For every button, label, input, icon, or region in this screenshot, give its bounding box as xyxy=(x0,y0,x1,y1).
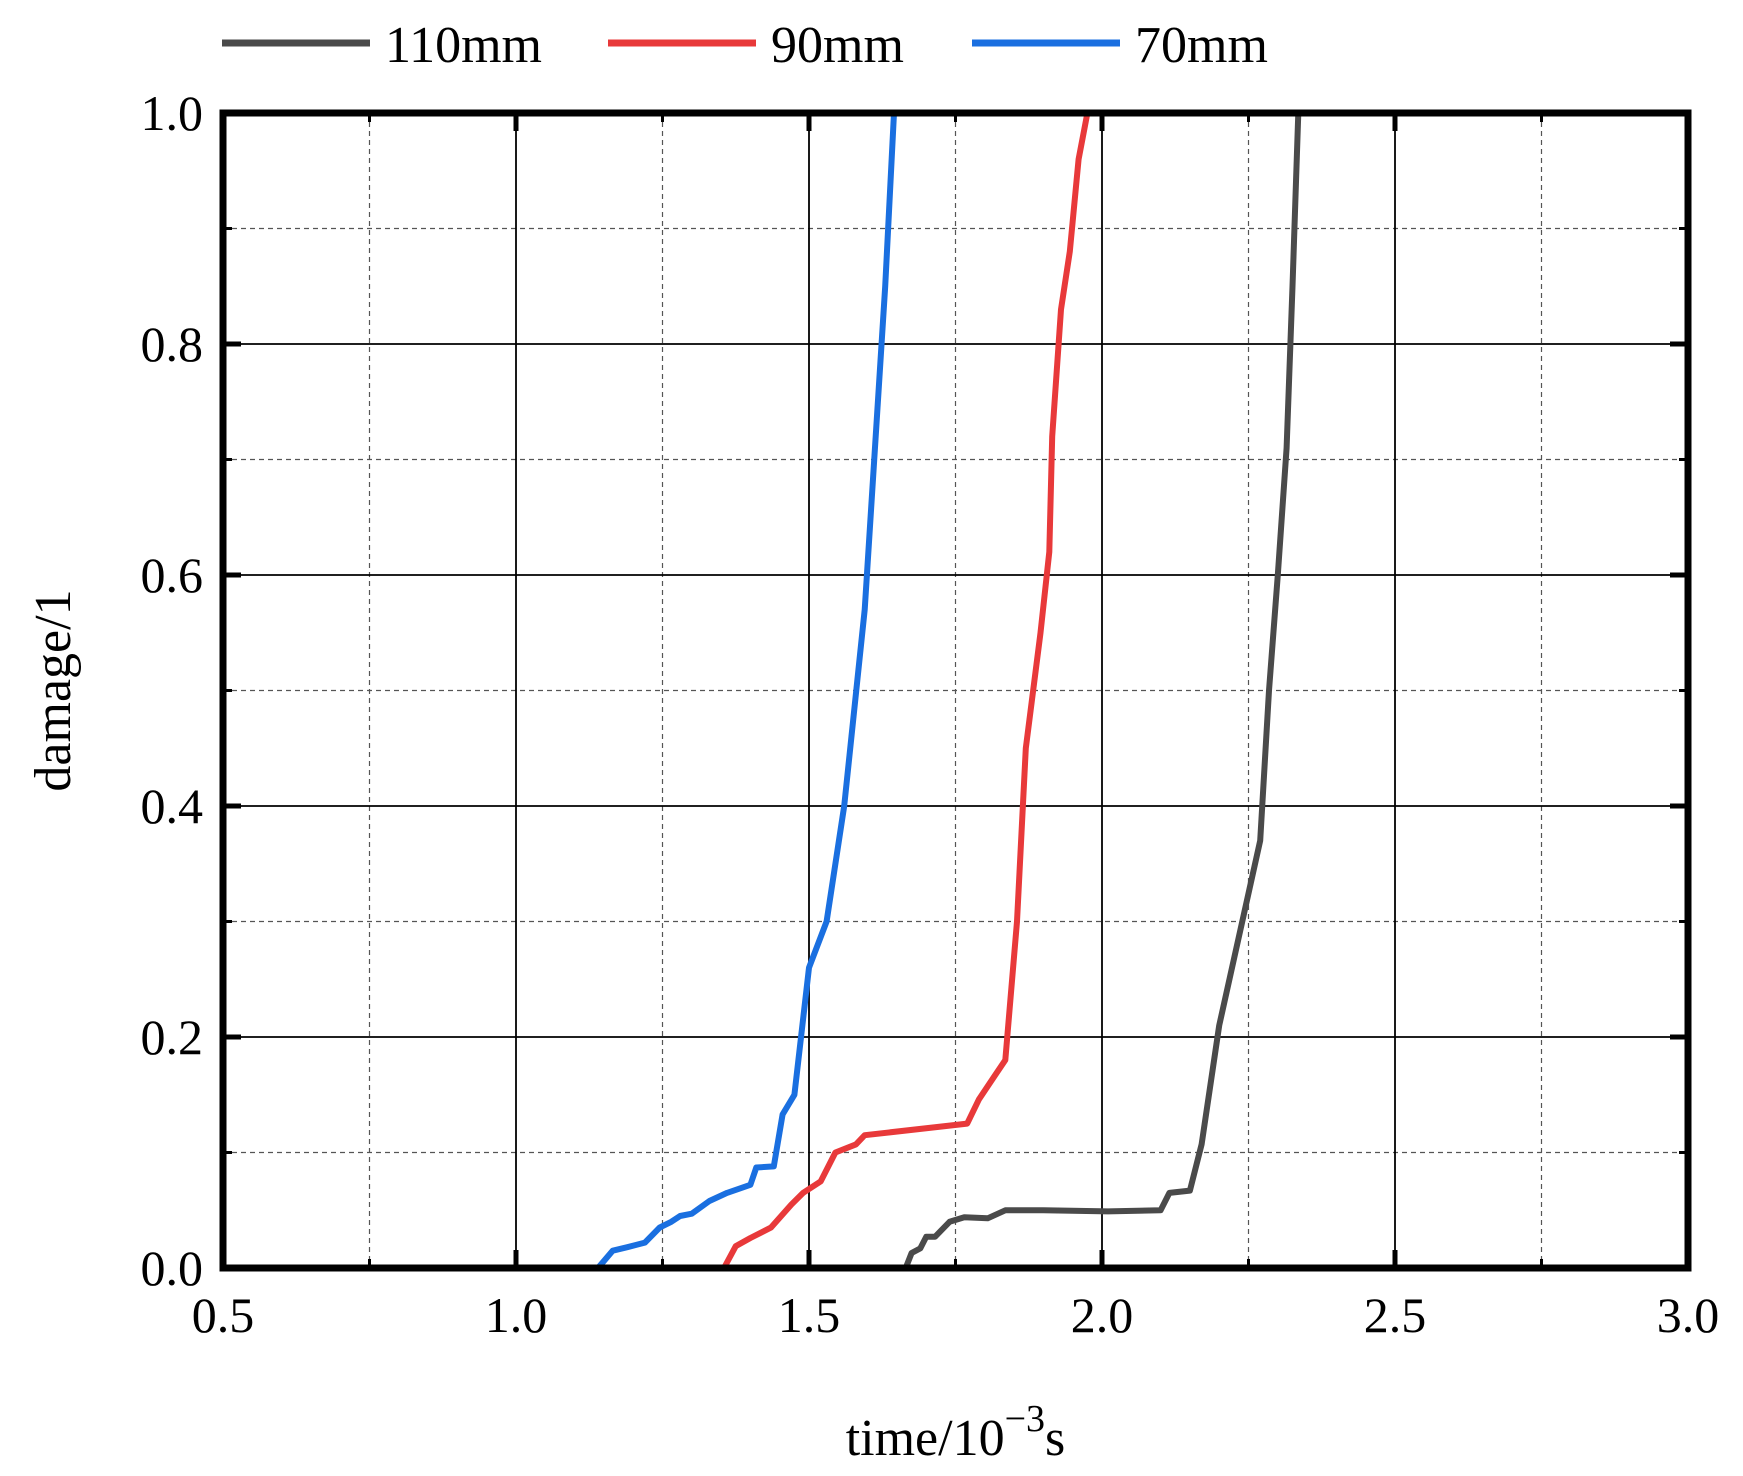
y-tick-label: 0.0 xyxy=(141,1240,204,1296)
series-lines xyxy=(595,110,1302,1271)
tick-labels: 0.5 1.0 1.5 2.0 2.5 3.0 0.0 0.2 0.4 0.6 0.8 1.0 xyxy=(141,85,1720,1343)
y-tick-label: 1.0 xyxy=(141,85,204,141)
series-line-110mm xyxy=(902,110,1302,1271)
y-axis-label: damage/1 xyxy=(25,589,82,791)
x-axis-label: time/10−3s xyxy=(846,1398,1066,1467)
y-tick-label: 0.4 xyxy=(141,778,204,834)
y-tick-label: 0.6 xyxy=(141,547,204,603)
legend-label-70mm: 70mm xyxy=(1135,17,1268,74)
legend: 110mm 90mm 70mm xyxy=(222,17,1268,74)
x-tick-label: 1.0 xyxy=(485,1287,548,1343)
legend-label-110mm: 110mm xyxy=(385,17,542,74)
x-tick-label: 0.5 xyxy=(192,1287,255,1343)
y-tick-label: 0.2 xyxy=(141,1009,204,1065)
x-tick-label: 2.5 xyxy=(1364,1287,1427,1343)
x-tick-label: 3.0 xyxy=(1657,1287,1720,1343)
x-tick-label: 1.5 xyxy=(778,1287,841,1343)
y-tick-label: 0.8 xyxy=(141,316,204,372)
series-line-90mm xyxy=(721,110,1091,1271)
grid-lines xyxy=(222,112,1689,1269)
legend-label-90mm: 90mm xyxy=(771,17,904,74)
series-line-70mm xyxy=(595,110,897,1271)
plot-frame xyxy=(219,109,1692,1272)
x-tick-label: 2.0 xyxy=(1071,1287,1134,1343)
